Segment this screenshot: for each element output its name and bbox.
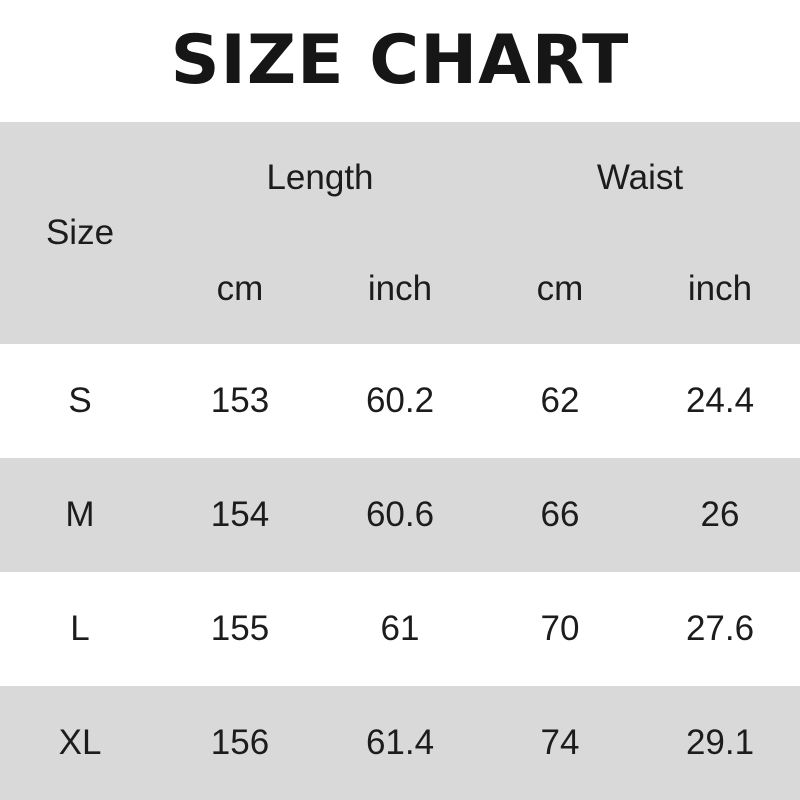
length-inch-value: 60.2 [365, 381, 435, 420]
table-row-l: L 155 61 70 27.6 [0, 572, 800, 686]
length-inch-value: 61.4 [365, 723, 435, 762]
column-header-length-inch: inch [367, 268, 433, 308]
column-header-waist-cm: cm [536, 268, 584, 308]
table-row-s: S 153 60.2 62 24.4 [0, 344, 800, 458]
length-cm-value: 155 [210, 609, 270, 648]
length-cm-value: 154 [210, 495, 270, 534]
waist-inch-value: 27.6 [685, 609, 755, 648]
waist-cm-value: 70 [540, 609, 580, 648]
column-group-length: Length [266, 157, 374, 197]
table-row-xl: XL 156 61.4 74 29.1 [0, 686, 800, 800]
waist-cm-value: 62 [540, 381, 580, 420]
waist-inch-value: 29.1 [685, 723, 755, 762]
column-group-waist: Waist [596, 157, 684, 197]
table-row-m: M 154 60.6 66 26 [0, 458, 800, 572]
table-header: Size Length Waist cm inch cm inch [0, 122, 800, 344]
column-header-size: Size [45, 213, 115, 252]
waist-inch-value: 24.4 [685, 381, 755, 420]
size-value: M [65, 495, 95, 534]
waist-cm-value: 66 [540, 495, 580, 534]
column-header-waist-inch: inch [687, 268, 753, 308]
size-value: L [70, 609, 90, 648]
size-value: S [68, 381, 92, 420]
length-inch-value: 60.6 [365, 495, 435, 534]
waist-inch-value: 26 [700, 495, 740, 534]
column-header-length-cm: cm [216, 268, 264, 308]
size-chart-table: Size Length Waist cm inch cm inch S 153 … [0, 122, 800, 800]
length-inch-value: 61 [380, 609, 420, 648]
length-cm-value: 153 [210, 381, 270, 420]
title-bar: SIZE CHART [0, 0, 800, 122]
size-value: XL [58, 723, 102, 762]
waist-cm-value: 74 [540, 723, 580, 762]
page-title: SIZE CHART [170, 21, 630, 100]
length-cm-value: 156 [210, 723, 270, 762]
